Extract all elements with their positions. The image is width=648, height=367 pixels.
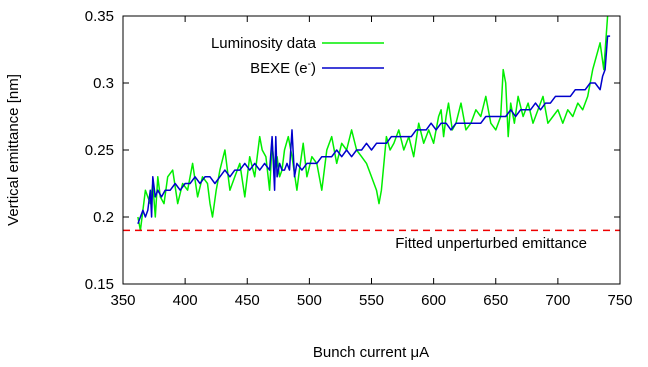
y-axis: 0.15 0.2 0.25 0.3 0.35 [85,8,620,293]
legend-label-bexe: BEXE (e-) [250,59,316,77]
x-tick-label: 500 [297,292,322,309]
y-tick-label: 0.35 [85,8,114,25]
x-tick-label: 750 [607,292,632,309]
x-tick-label: 650 [483,292,508,309]
x-tick-label: 350 [110,292,135,309]
series-line-0 [137,16,609,232]
y-tick-label: 0.25 [85,142,114,159]
x-axis: 350 400 450 500 550 600 650 700 750 [110,16,633,309]
y-axis-label: Vertical emittance [nm] [5,74,22,226]
y-tick-label: 0.15 [85,276,114,293]
x-tick-label: 400 [173,292,198,309]
series-layer [137,16,611,232]
x-tick-label: 550 [359,292,384,309]
y-tick-label: 0.2 [93,209,114,226]
legend-label-bexe-superscript: - [308,59,311,70]
legend-label-bexe-main: BEXE (e [250,60,308,77]
x-tick-label: 700 [545,292,570,309]
x-tick-label: 450 [235,292,260,309]
legend-label-bexe-close: ) [311,60,316,77]
y-tick-label: 0.3 [93,75,114,92]
reference-line-label: Fitted unperturbed emittance [395,235,587,252]
series-line-1 [137,35,611,224]
x-tick-label: 600 [421,292,446,309]
legend: Luminosity data BEXE (e-) [211,35,384,77]
legend-label-luminosity: Luminosity data [211,35,317,52]
x-axis-label: Bunch current μA [313,344,429,361]
